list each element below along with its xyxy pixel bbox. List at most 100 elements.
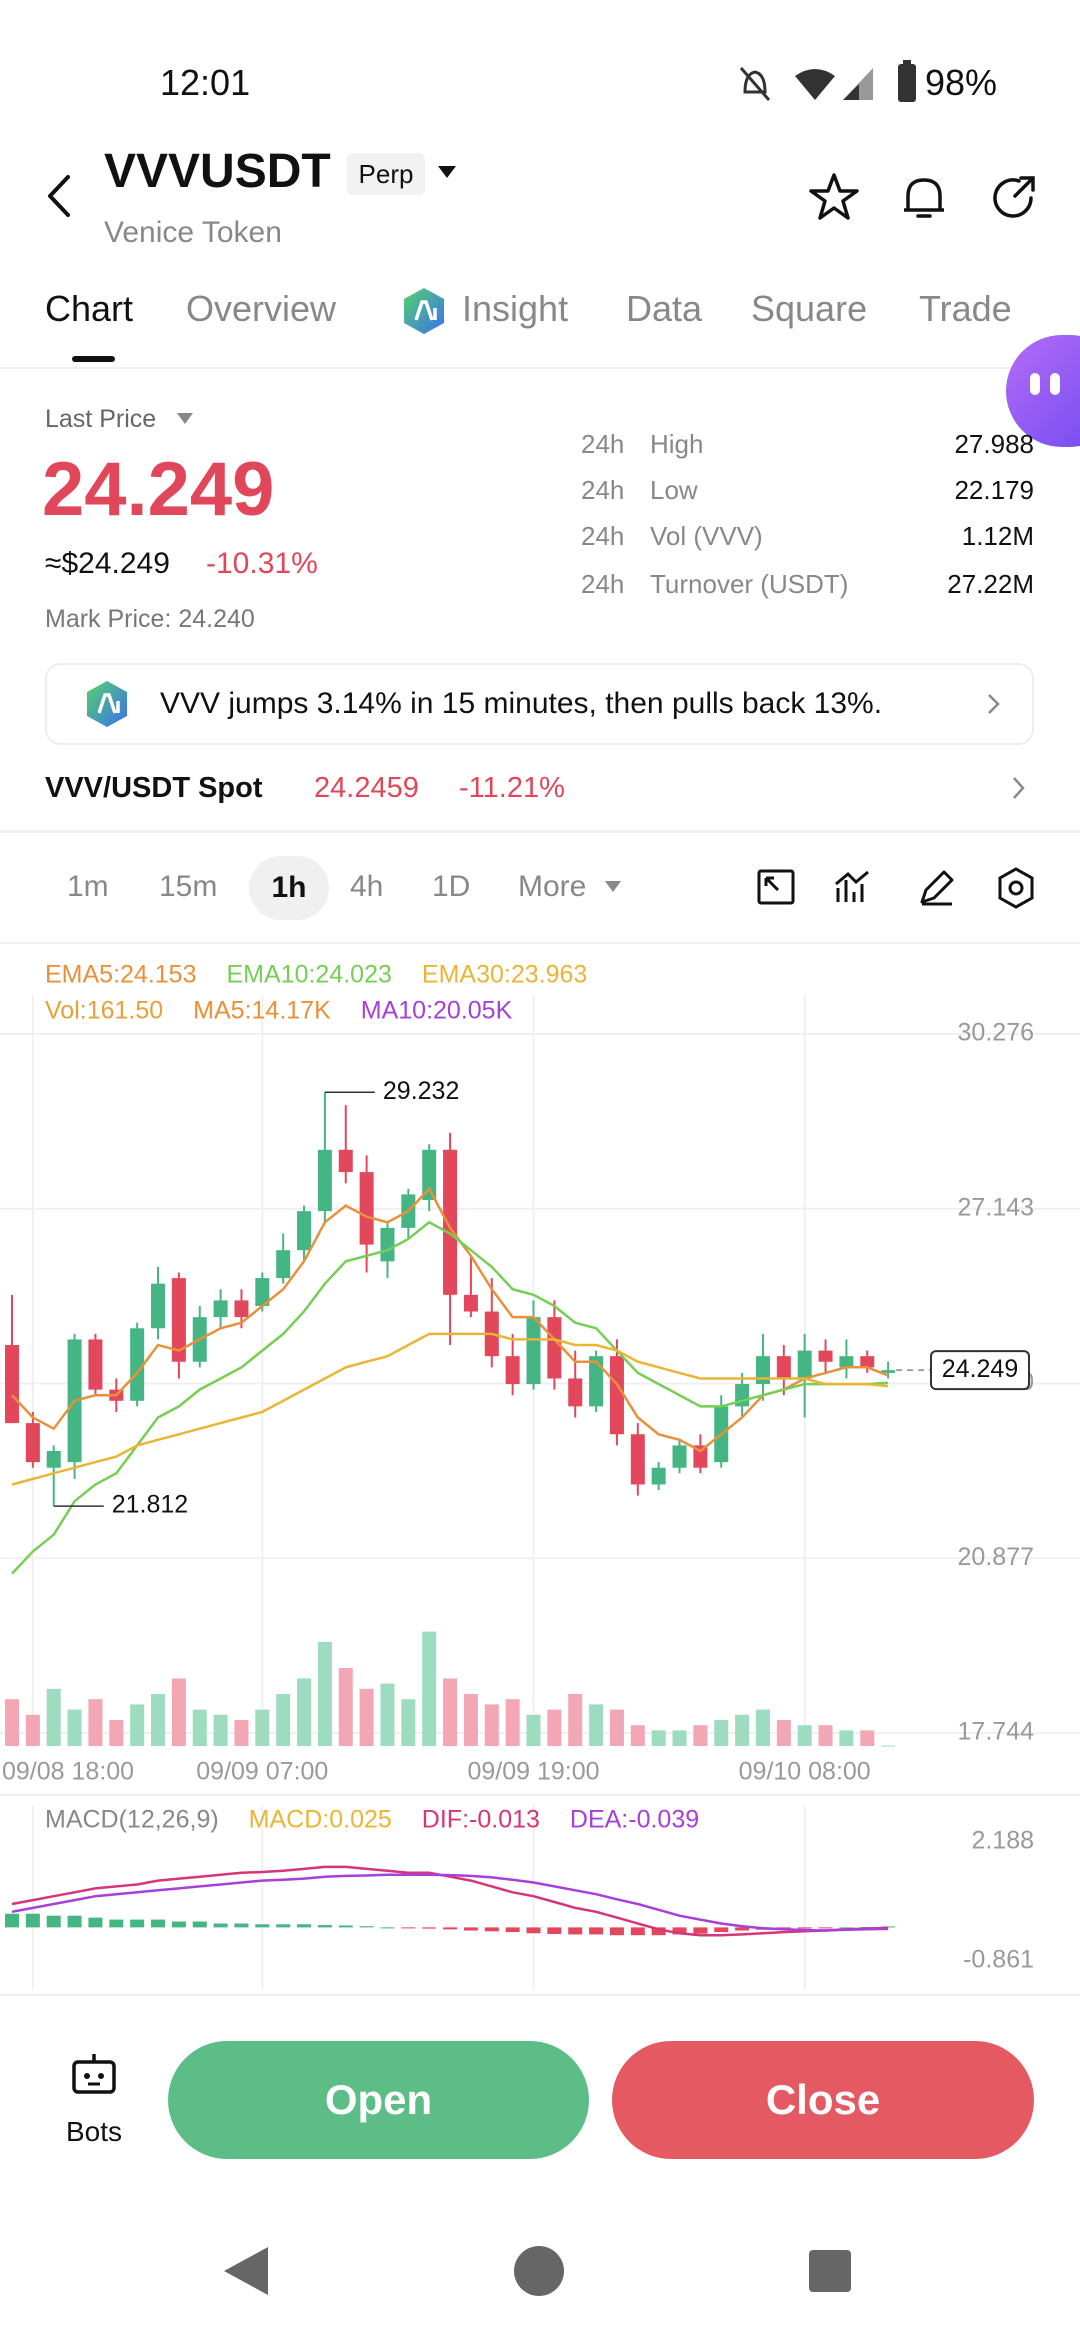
y-tick-label: 27.143 [958, 1193, 1034, 1221]
volume-bar [46, 1688, 61, 1746]
macd-bar [297, 1924, 312, 1928]
timeframe[interactable]: 1D [432, 870, 471, 903]
volume-bar [297, 1678, 312, 1746]
spot-price: 24.2459 [314, 772, 419, 804]
timeframe-more[interactable]: More [518, 870, 587, 903]
macd-bar [672, 1927, 687, 1935]
timeframe[interactable]: 1m [67, 870, 109, 903]
ai-icon [87, 681, 127, 727]
volume-bar [651, 1730, 666, 1746]
chevron[interactable] [1012, 776, 1026, 800]
x-tick-label: 09/10 08:00 [739, 1758, 871, 1786]
legend-entry: MACD(12,26,9) [45, 1806, 219, 1834]
chart-tools[interactable] [756, 866, 1046, 910]
macd-bar [234, 1923, 249, 1928]
ema-line [11, 1220, 889, 1575]
volume-bar [526, 1714, 541, 1746]
volume-bar [839, 1730, 854, 1746]
candle-body [693, 1445, 708, 1468]
volume-bar [714, 1720, 729, 1746]
timeframe[interactable]: 4h [350, 870, 384, 903]
volume-bar [568, 1694, 583, 1746]
candle-body [839, 1356, 854, 1368]
nav-back[interactable] [224, 2247, 268, 2295]
candle-body [630, 1434, 645, 1485]
status-icons [739, 67, 873, 101]
navigation-bar [224, 2246, 851, 2296]
bots-label[interactable]: Bots [65, 2116, 123, 2147]
timeframe-selected[interactable]: 1h [249, 856, 329, 920]
price-type-label[interactable]: Last Price [45, 405, 157, 433]
legend-entry: MA10:20.05K [361, 997, 513, 1025]
nav-recents[interactable] [809, 2250, 851, 2292]
volume-bar [881, 1745, 896, 1747]
bots-icon[interactable] [70, 2050, 118, 2098]
current-price-box [930, 1350, 1030, 1391]
candle-body [651, 1467, 666, 1485]
candle-body [776, 1356, 791, 1379]
back-button[interactable] [44, 174, 74, 218]
volume-bar [338, 1668, 353, 1746]
candle-body [234, 1300, 249, 1318]
price-change: -10.31% [206, 547, 318, 580]
stat-value: 1.12M [961, 521, 1034, 551]
volume-bar [463, 1694, 478, 1746]
tab[interactable]: Trade [919, 288, 1012, 329]
tab[interactable]: Square [751, 288, 868, 329]
ema-line [11, 1186, 889, 1453]
chevron [988, 694, 1000, 714]
spot-pair[interactable]: VVV/USDT Spot [45, 772, 263, 804]
open-button[interactable]: Open [168, 2041, 589, 2159]
macd-line [11, 1865, 889, 1937]
volume-bar [630, 1725, 645, 1746]
volume-bar [735, 1714, 750, 1746]
stat-value: 22.179 [954, 475, 1034, 505]
symbol-dropdown[interactable] [436, 164, 458, 180]
stat-period: 24h [581, 429, 625, 459]
stat-value: 27.22M [947, 569, 1034, 599]
candle-body [526, 1317, 541, 1385]
last-price: 24.249 [42, 447, 275, 532]
macd-bar [317, 1925, 332, 1928]
macd-bar [359, 1926, 374, 1928]
tab[interactable]: Insight [462, 288, 569, 329]
ai-banner[interactable]: VVV jumps 3.14% in 15 minutes, then pull… [45, 663, 1034, 745]
macd-bar [630, 1927, 645, 1936]
macd-bar [526, 1927, 541, 1934]
macd-bar [255, 1924, 270, 1928]
timeframe[interactable]: 15m [159, 870, 218, 903]
annotation: 21.812 [112, 1491, 188, 1519]
macd-bar [714, 1927, 729, 1933]
volume-bar [818, 1725, 833, 1746]
candle-body [672, 1445, 687, 1468]
macd-bar [5, 1913, 19, 1928]
macd-bar [171, 1921, 186, 1928]
alert-button[interactable] [896, 170, 952, 226]
x-tick-label: 09/08 18:00 [2, 1758, 134, 1786]
favorite-button[interactable] [806, 170, 862, 226]
kline-chart[interactable]: 09/08 18:00 09/09 07:00 09/09 19:00 09/10 0… [0, 935, 1080, 2000]
candle-body [317, 1149, 332, 1212]
price-type-dropdown[interactable] [176, 412, 194, 426]
macd-bar [88, 1917, 103, 1928]
x-tick-label: 09/09 19:00 [467, 1758, 599, 1786]
candle-body [338, 1149, 353, 1173]
volume-bar [755, 1709, 770, 1746]
share-button[interactable] [985, 170, 1041, 226]
legend-entry: EMA5:24.153 [45, 961, 197, 989]
legend-entry: DEA:-0.039 [570, 1806, 699, 1834]
divider [0, 367, 1080, 369]
ai-banner-text: VVV jumps 3.14% in 15 minutes, then pull… [160, 687, 883, 720]
nav-home[interactable] [514, 2246, 564, 2296]
macd-bar [651, 1927, 666, 1936]
insight-icon [404, 288, 444, 334]
tab[interactable]: Chart [45, 288, 134, 329]
candle-body [568, 1378, 583, 1407]
close-button[interactable]: Close [612, 2041, 1034, 2159]
tab[interactable]: Data [626, 288, 703, 329]
candle-body [422, 1149, 437, 1200]
candle-body [881, 1370, 896, 1373]
macd-bar [46, 1915, 61, 1928]
volume-bar [797, 1725, 812, 1746]
tab[interactable]: Overview [186, 288, 337, 329]
